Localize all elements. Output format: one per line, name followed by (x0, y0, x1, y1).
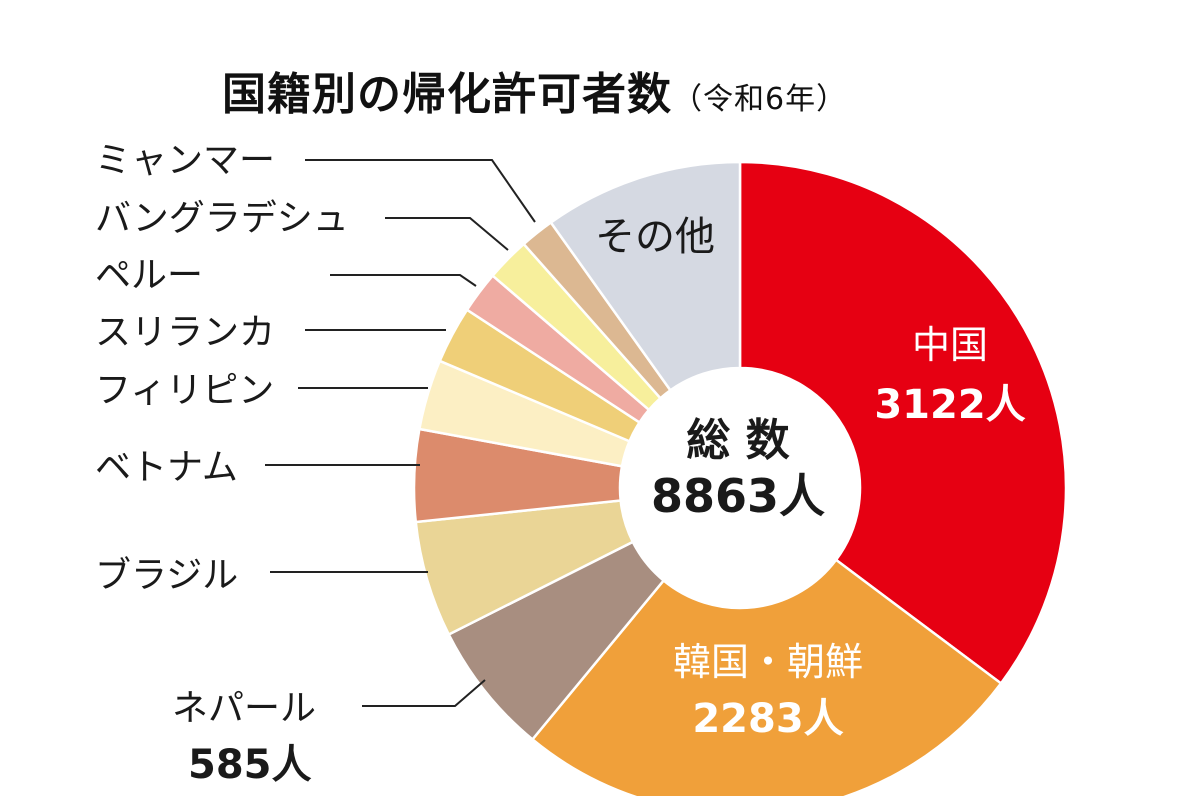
label-6: スリランカ (95, 312, 275, 353)
label-7: ペルー (95, 255, 203, 296)
value-label-0: 3122人 (874, 382, 1025, 428)
label-4: ベトナム (95, 447, 238, 488)
label-3: ブラジル (95, 555, 238, 596)
label-8: バングラデシュ (95, 198, 349, 239)
slice-10 (549, 160, 742, 392)
slice-label-1: 韓国・朝鮮 (673, 640, 863, 684)
center-label: 総 数 (686, 415, 789, 466)
leader-line-8 (385, 217, 509, 251)
label-2: ネパール (172, 688, 316, 729)
leader-line-2 (362, 679, 486, 707)
label-5: フィリピン (95, 370, 274, 411)
label-9: ミャンマー (95, 140, 275, 181)
chart-title: 国籍別の帰化許可者数（令和6年） (222, 58, 847, 122)
value-label-1: 2283人 (692, 696, 843, 742)
title-text: 国籍別の帰化許可者数 (222, 69, 672, 120)
center-total: 8863人 (651, 469, 825, 523)
leader-line-9 (305, 159, 536, 223)
subtitle-text: （令和6年） (672, 82, 848, 117)
value-label-2: 585人 (188, 742, 312, 788)
slice-label-0: 中国 (912, 323, 988, 367)
leader-line-7 (330, 274, 477, 287)
slice-label-10: その他 (595, 214, 715, 260)
slice-0 (738, 160, 1068, 686)
slice-1 (530, 558, 1003, 796)
